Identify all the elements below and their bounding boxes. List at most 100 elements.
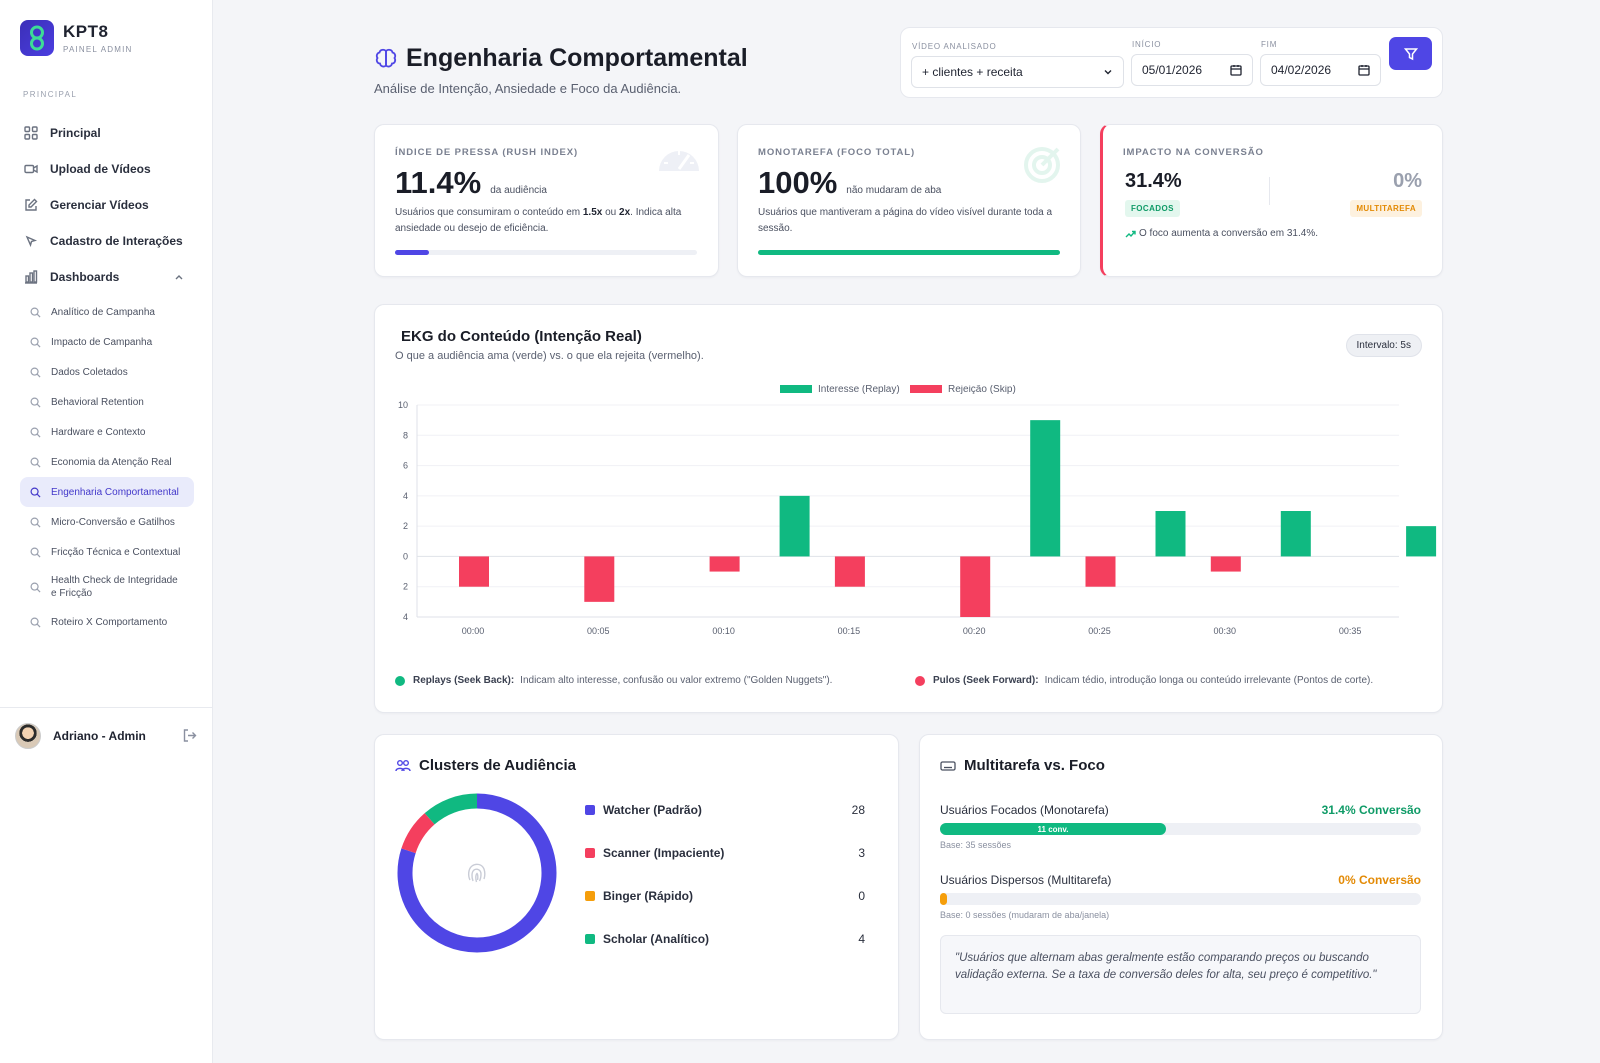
legend-skips: Pulos (Seek Forward): Indicam tédio, int… [915,675,1373,686]
gauge-icon [659,151,699,171]
legend-swatch [780,385,812,393]
search-icon [30,582,41,593]
sidebar-item-gerenciar[interactable]: Gerenciar Vídeos [20,187,196,223]
legend-replays-text: Indicam alto interesse, confusão ou valo… [520,675,833,686]
sub-item-dados[interactable]: Dados Coletados [20,357,194,387]
page-subtitle: Análise de Intenção, Ansiedade e Foco da… [374,81,682,96]
impact-note-text: O foco aumenta a conversão em 31.4%. [1139,228,1318,239]
rush-value: 11.4% da audiência [395,165,547,201]
focused-base: Base: 35 sessões [940,840,1012,850]
rush-progress-track [395,250,697,255]
sidebar-item-dashboards[interactable]: Dashboards [20,259,196,295]
edit-icon [25,198,38,211]
interval-badge[interactable]: Intervalo: 5s [1345,334,1422,357]
sidebar-item-label: Principal [50,126,101,140]
sub-item-micro[interactable]: Micro-Conversão e Gatilhos [20,507,194,537]
sub-item-engenharia[interactable]: Engenharia Comportamental [20,477,194,507]
sub-item-retention[interactable]: Behavioral Retention [20,387,194,417]
focused-users-row: Usuários Focados (Monotarefa) 31.4% Conve… [940,803,1421,850]
rush-description: Usuários que consumiram o conteúdo em 1.… [395,207,682,234]
search-icon [30,307,41,318]
end-date-label: FIM [1261,40,1278,49]
focused-conversion: 31.4% [1125,170,1182,192]
cluster-label: Scholar (Analítico) [603,932,710,946]
sub-item-health[interactable]: Health Check de Integridade e Fricção [20,567,194,607]
replay-bar [1280,511,1311,557]
x-tick-label: 00:30 [1214,626,1237,636]
page-header: Engenharia Comportamental Análise de Int… [374,44,748,96]
y-tick-label: 10 [398,400,408,410]
skip-bar [584,556,615,602]
start-date-input[interactable]: 05/01/2026 [1131,54,1253,86]
clusters-title-text: Clusters de Audiência [419,757,576,774]
cluster-binger[interactable]: Binger (Rápido) 0 [585,889,865,903]
replay-bar [779,495,810,557]
avatar[interactable] [15,722,41,749]
y-tick-label: 0 [403,551,408,561]
video-icon [24,164,38,174]
cluster-scanner[interactable]: Scanner (Impaciente) 3 [585,846,865,860]
sidebar-item-label: Upload de Vídeos [50,162,151,176]
y-tick-label: 2 [403,521,408,531]
calendar-icon[interactable] [1230,64,1242,76]
chevron-up-icon[interactable] [174,272,184,282]
sidebar-item-label: Dashboards [50,270,120,284]
search-icon [30,337,41,348]
sub-item-economia[interactable]: Economia da Atenção Real [20,447,194,477]
mono-label: MONOTAREFA (FOCO TOTAL) [758,147,916,158]
y-tick-label: 6 [403,461,408,471]
dispersed-pct: 0% Conversão [1338,873,1421,887]
cursor-icon [25,235,38,248]
skip-bar [459,556,489,587]
legend-replays-title: Replays (Seek Back): [413,675,515,686]
donut-slice[interactable] [397,793,557,953]
mono-description: Usuários que mantiveram a página do víde… [758,207,1053,234]
cluster-scholar[interactable]: Scholar (Analítico) 4 [585,932,865,946]
rush-progress-fill [395,250,430,255]
mono-progress-track [758,250,1060,255]
search-icon [30,397,41,408]
end-date-input[interactable]: 04/02/2026 [1260,54,1381,86]
calendar-icon[interactable] [1358,64,1370,76]
sub-item-impacto[interactable]: Impacto de Campanha [20,327,194,357]
user-bar: Adriano - Admin [0,707,213,763]
donut-slice[interactable] [401,813,435,854]
filter-button[interactable] [1389,37,1432,70]
sub-item-roteiro[interactable]: Roteiro X Comportamento [20,607,194,637]
sidebar-item-cadastro[interactable]: Cadastro de Interações [20,223,196,259]
replay-bar [1406,526,1437,557]
logout-icon[interactable] [182,728,197,743]
y-tick-label: 4 [403,491,408,501]
page-title-text: Engenharia Comportamental [406,44,748,72]
mono-value-text: 100% [758,165,838,200]
target-icon [1024,147,1060,183]
sub-item-hardware[interactable]: Hardware e Contexto [20,417,194,447]
donut-slice[interactable] [424,793,478,825]
sub-item-label: Economia da Atenção Real [51,456,172,468]
brain-icon [375,48,397,67]
skip-bar [1210,556,1241,572]
video-select-value: + clientes + receita [922,65,1023,79]
sub-item-label: Fricção Técnica e Contextual [51,546,181,558]
x-tick-label: 00:10 [712,626,735,636]
skip-bar [1085,556,1116,587]
video-select[interactable]: + clientes + receita [911,56,1124,88]
focused-pct: 31.4% Conversão [1321,803,1421,817]
clusters-donut [397,793,557,953]
sub-item-friccao[interactable]: Fricção Técnica e Contextual [20,537,194,567]
brand[interactable]: KPT8 PAINEL ADMIN [20,20,133,56]
clusters-card: Clusters de Audiência Watcher (Padrão) 2… [374,734,899,1040]
chevron-down-icon [1104,70,1112,75]
cluster-label: Binger (Rápido) [603,889,693,903]
clusters-title: Clusters de Audiência [395,757,576,774]
sidebar-item-principal[interactable]: Principal [20,115,196,151]
dispersed-fill [940,893,947,905]
skip-bar [834,556,865,587]
cluster-watcher[interactable]: Watcher (Padrão) 28 [585,803,865,817]
legend-skips-text: Indicam tédio, introdução longa ou conte… [1044,675,1374,686]
search-icon [30,617,41,628]
sub-item-label: Health Check de Integridade e Fricção [51,575,178,599]
sidebar-item-upload[interactable]: Upload de Vídeos [20,151,196,187]
sub-item-analitico[interactable]: Analítico de Campanha [20,297,194,327]
grid-icon [24,126,38,140]
